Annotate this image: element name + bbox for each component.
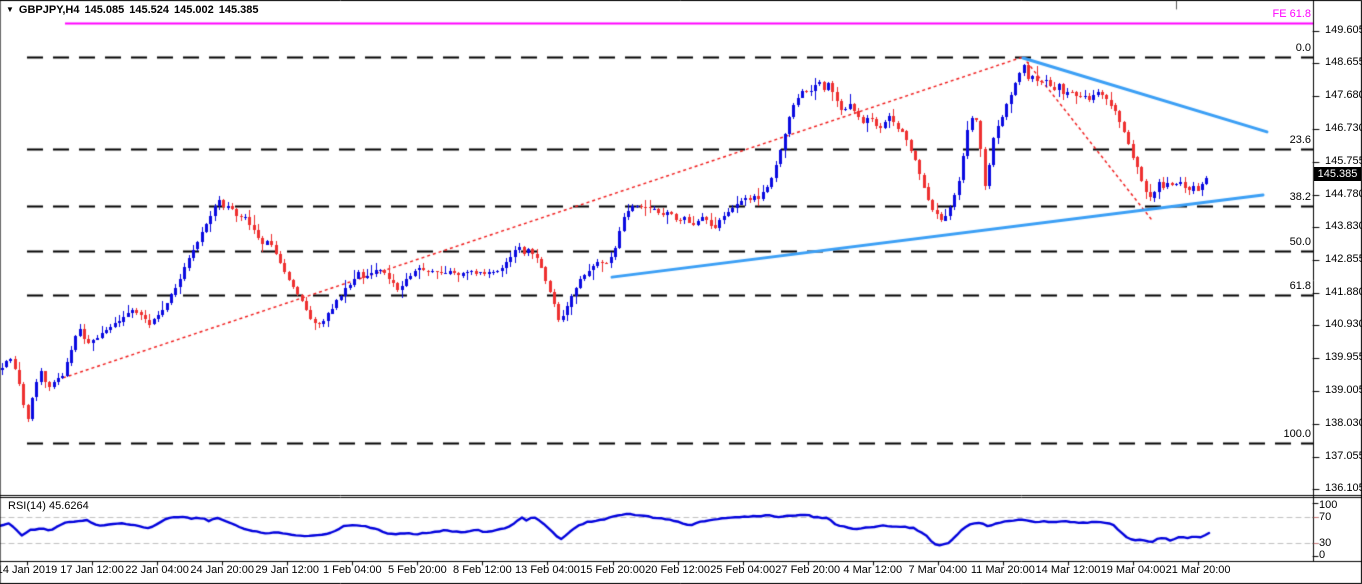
fib-expansion-level-label: FE 61.8 (1272, 8, 1311, 20)
price-axis-label: 141.880 (1325, 286, 1362, 298)
fib-level-label: 100.0 (1283, 428, 1311, 440)
rsi-scale-label: 70 (1319, 511, 1332, 523)
price-axis-label: 142.855 (1325, 253, 1362, 265)
time-axis-label: 5 Feb 20:00 (388, 564, 447, 576)
price-axis-label: 137.055 (1325, 450, 1362, 462)
time-axis-label: 27 Feb 20:00 (775, 564, 841, 576)
price-axis-label: 140.930 (1325, 318, 1362, 330)
time-axis-label: 13 Feb 04:00 (515, 564, 580, 576)
fib-level-label: 50.0 (1289, 236, 1311, 248)
time-axis-label: 17 Jan 12:00 (60, 564, 124, 576)
time-axis-label: 24 Jan 20:00 (190, 564, 254, 576)
time-axis-label: 15 Feb 20:00 (580, 564, 645, 576)
time-axis-label: 11 Mar 20:00 (970, 564, 1035, 576)
time-axis-label: 7 Mar 04:00 (908, 564, 968, 576)
ohlc-open: 145.085 (84, 4, 125, 16)
price-axis-label: 136.105 (1325, 482, 1362, 494)
ohlc-close: 145.385 (218, 4, 259, 16)
price-axis-label: 145.755 (1325, 155, 1362, 167)
time-axis[interactable] (0, 561, 1362, 584)
symbol-period-label: GBPJPY,H4 (18, 4, 80, 16)
price-axis-label: 147.680 (1325, 89, 1362, 101)
price-axis-label: 144.780 (1325, 188, 1362, 200)
symbol-dropdown-icon[interactable]: ▼ (6, 5, 14, 14)
price-axis-label: 149.605 (1325, 24, 1362, 36)
fib-level-label: 38.2 (1289, 191, 1311, 203)
time-axis-label: 22 Jan 04:00 (125, 564, 189, 576)
rsi-value: 45.6264 (48, 500, 89, 512)
time-axis-label: 25 Feb 04:00 (710, 564, 776, 576)
time-axis-label: 4 Mar 12:00 (843, 564, 903, 576)
time-axis-label: 20 Feb 12:00 (645, 564, 711, 576)
price-axis-label: 146.730 (1325, 122, 1362, 134)
time-axis-label: 29 Jan 12:00 (255, 564, 320, 576)
time-axis-label: 14 Mar 12:00 (1035, 564, 1101, 576)
time-axis-label: 19 Mar 04:00 (1100, 564, 1166, 576)
price-axis[interactable] (1313, 0, 1362, 561)
time-axis-label: 1 Feb 04:00 (322, 564, 382, 576)
rsi-scale-label: 30 (1319, 537, 1332, 549)
rsi-indicator-label: RSI(14) 45.6264 (8, 500, 89, 512)
price-axis-label: 143.830 (1325, 220, 1362, 232)
price-axis-label: 138.030 (1325, 417, 1362, 429)
time-axis-label: 21 Mar 20:00 (1165, 564, 1231, 576)
price-axis-label: 139.005 (1325, 384, 1362, 396)
current-price-badge: 145.385 (1314, 167, 1361, 181)
ohlc-low: 145.002 (173, 4, 214, 16)
chart-title: ▼ GBPJPY,H4 145.085 145.524 145.002 145.385 (6, 4, 259, 16)
fib-level-label: 61.8 (1289, 280, 1311, 292)
price-axis-label: 148.655 (1325, 56, 1362, 68)
price-axis-label: 139.955 (1325, 351, 1362, 363)
rsi-scale-label: 100 (1319, 499, 1338, 511)
fib-level-label: 23.6 (1289, 134, 1311, 146)
ohlc-high: 145.524 (129, 4, 169, 16)
fib-level-label: 0.0 (1295, 42, 1311, 54)
rsi-name: RSI(14) (8, 500, 46, 512)
time-axis-label: 8 Feb 12:00 (453, 564, 512, 576)
time-axis-label: 14 Jan 2019 (0, 564, 58, 576)
rsi-scale-label: 0 (1319, 549, 1326, 561)
